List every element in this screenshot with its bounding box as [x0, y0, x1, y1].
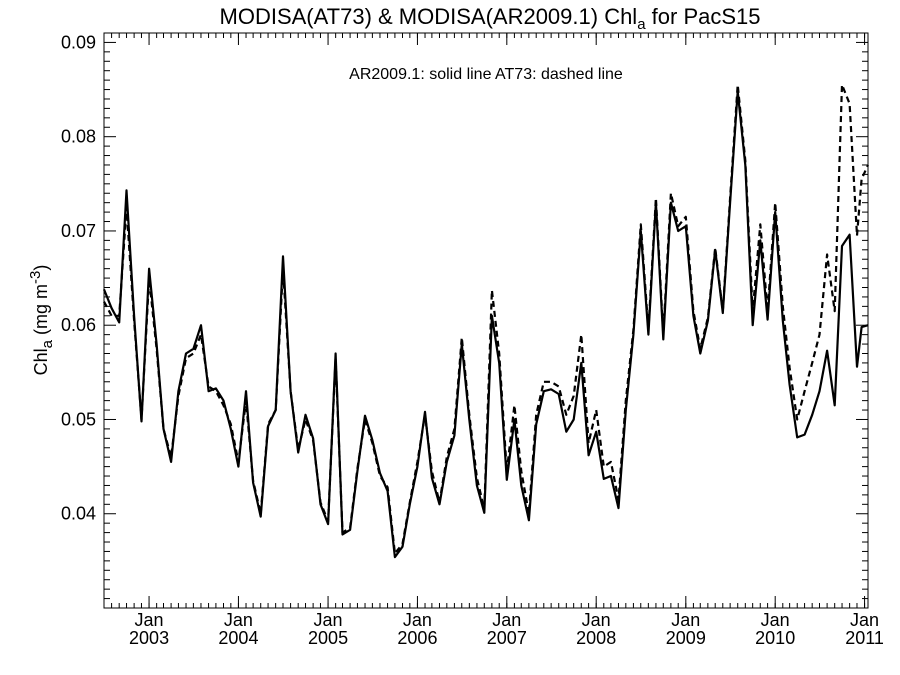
x-tick-label-year: 2004 — [218, 628, 258, 648]
x-tick-label-month: Jan — [850, 610, 879, 630]
legend-annotation: AR2009.1: solid line AT73: dashed line — [349, 66, 623, 83]
y-tick-label: 0.04 — [61, 504, 96, 524]
x-tick-label-year: 2003 — [129, 628, 169, 648]
x-tick-label-month: Jan — [671, 610, 700, 630]
y-tick-label: 0.06 — [61, 315, 96, 335]
y-axis-label: Chla (mg m-3) — [27, 265, 56, 376]
chart-title-subscript: a — [637, 16, 646, 33]
x-tick-label-month: Jan — [582, 610, 611, 630]
y-tick-label: 0.05 — [61, 409, 96, 429]
x-tick-label-year: 2006 — [397, 628, 437, 648]
x-tick-label-year: 2007 — [487, 628, 527, 648]
x-tick-label-month: Jan — [224, 610, 253, 630]
x-tick-label-month: Jan — [135, 610, 164, 630]
x-tick-label-month: Jan — [492, 610, 521, 630]
axes: 0.040.050.060.070.080.09Jan2003Jan2004Ja… — [61, 32, 884, 648]
x-tick-label-year: 2010 — [755, 628, 795, 648]
series-layer — [102, 83, 870, 559]
x-tick-label-month: Jan — [314, 610, 343, 630]
plot-frame — [103, 32, 869, 609]
y-tick-label: 0.08 — [61, 127, 96, 147]
x-tick-label-month: Jan — [761, 610, 790, 630]
x-tick-label-year: 2009 — [666, 628, 706, 648]
x-tick-label-year: 2011 — [845, 628, 884, 648]
chart-title: MODISA(AT73) & MODISA(AR2009.1) Chla for… — [220, 4, 761, 33]
x-tick-label-year: 2005 — [308, 628, 348, 648]
x-tick-label-year: 2008 — [576, 628, 616, 648]
y-tick-label: 0.07 — [61, 221, 96, 241]
y-tick-label: 0.09 — [61, 32, 96, 52]
x-tick-label-month: Jan — [403, 610, 432, 630]
series-line-at73 — [103, 83, 870, 555]
